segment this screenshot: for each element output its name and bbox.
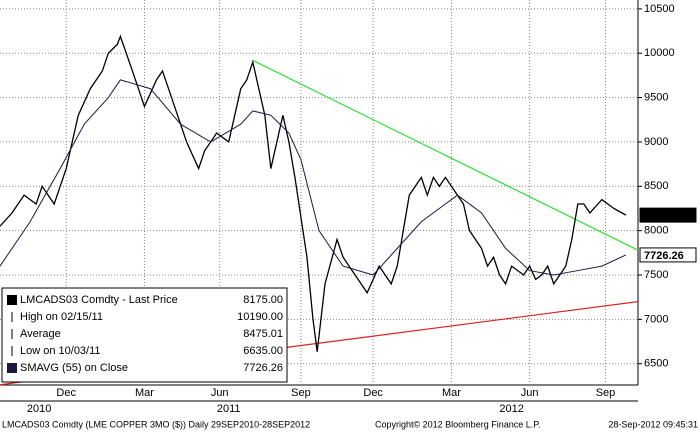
x-tick-label: Sep xyxy=(291,387,311,399)
y-tick-label: 10500 xyxy=(644,3,675,15)
legend-label: Low on 10/03/11 xyxy=(20,345,101,357)
legend-value: 8475.01 xyxy=(243,328,283,340)
x-tick-label: Jun xyxy=(521,387,539,399)
trend-line xyxy=(252,59,639,251)
legend-swatch xyxy=(7,363,17,373)
x-tick-label: Mar xyxy=(135,387,154,399)
x-tick-label: Jun xyxy=(211,387,229,399)
footer-right: 28-Sep-2012 09:45:31 xyxy=(608,419,698,429)
y-tick-label: 8000 xyxy=(644,225,668,237)
x-tick-label: Sep xyxy=(596,387,616,399)
legend-box xyxy=(1,287,288,383)
legend-label: High on 02/15/11 xyxy=(20,311,103,323)
value-badge-label: 8175.00 xyxy=(644,210,684,222)
x-tick-label: Dec xyxy=(56,387,76,399)
year-label: 2012 xyxy=(499,403,523,415)
value-badge xyxy=(639,247,697,263)
y-tick-label: 9500 xyxy=(644,91,668,103)
legend-value: 6635.00 xyxy=(243,345,283,357)
y-tick-label: 9000 xyxy=(644,136,668,148)
y-tick-label: 6500 xyxy=(644,358,668,370)
y-tick-label: 7500 xyxy=(644,269,668,281)
y-tick-label: 7000 xyxy=(644,313,668,325)
legend-value: 8175.00 xyxy=(243,294,283,306)
legend-value: 10190.00 xyxy=(237,311,283,323)
value-badge xyxy=(639,207,697,223)
series-line xyxy=(0,34,627,352)
y-tick-label: 8500 xyxy=(644,180,668,192)
footer-center: Copyright© 2012 Bloomberg Finance L.P. xyxy=(375,419,541,429)
legend-label: LMCADS03 Comdty - Last Price xyxy=(20,294,178,306)
year-label: 2011 xyxy=(217,403,241,415)
footer-left: LMCADS03 Comdty (LME COPPER 3MO ($)) Dai… xyxy=(2,419,310,429)
legend-label: SMAVG (55) on Close xyxy=(20,362,128,374)
series-line xyxy=(0,79,627,276)
legend-label: Average xyxy=(20,328,61,340)
legend-value: 7726.26 xyxy=(243,362,283,374)
x-tick-label: Dec xyxy=(363,387,383,399)
value-badge-label: 7726.26 xyxy=(644,250,684,262)
legend-swatch xyxy=(7,295,17,305)
y-tick-label: 10000 xyxy=(644,47,675,59)
x-tick-label: Mar xyxy=(442,387,461,399)
year-label: 2010 xyxy=(27,403,51,415)
